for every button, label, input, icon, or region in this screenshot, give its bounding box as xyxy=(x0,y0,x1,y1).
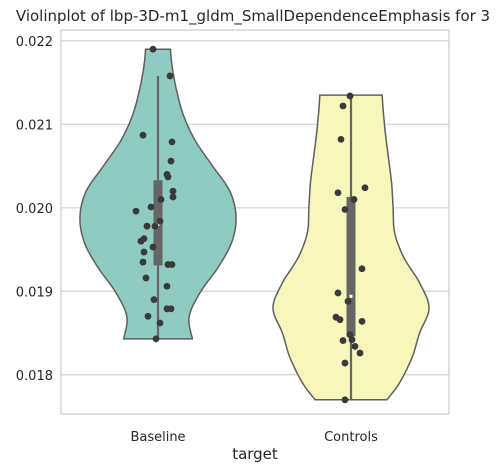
data-point xyxy=(150,296,158,304)
data-point xyxy=(168,138,176,146)
tick-layer: 0.018 0.019 0.020 0.021 0.022 Baseline Control… xyxy=(16,35,378,445)
data-point xyxy=(137,237,145,245)
data-point xyxy=(140,248,148,256)
violin-median-marker xyxy=(156,223,160,227)
data-point xyxy=(151,222,159,230)
y-tick-label: 0.019 xyxy=(16,285,53,300)
data-point xyxy=(156,217,164,225)
data-point xyxy=(144,312,152,320)
data-point xyxy=(334,189,342,197)
data-point xyxy=(336,316,344,324)
data-point xyxy=(169,187,177,195)
data-point xyxy=(139,131,147,139)
data-point xyxy=(341,206,349,213)
point-layer xyxy=(132,45,369,404)
data-point xyxy=(132,207,140,215)
violin-layer xyxy=(79,48,430,401)
data-point xyxy=(351,342,359,350)
data-point xyxy=(348,336,356,344)
data-point xyxy=(147,203,155,211)
y-tick-label: 0.022 xyxy=(16,35,53,50)
y-tick-label: 0.018 xyxy=(16,369,53,384)
x-axis-label: target xyxy=(232,445,278,463)
data-point xyxy=(149,243,157,251)
data-point xyxy=(350,196,358,203)
data-point xyxy=(164,173,172,181)
plot-frame xyxy=(60,29,450,415)
violin-iqr-box xyxy=(346,196,356,337)
data-point xyxy=(341,359,349,367)
data-point xyxy=(334,289,342,297)
data-point xyxy=(358,265,366,273)
data-point xyxy=(168,261,176,268)
x-tick-label: Controls xyxy=(324,430,378,445)
y-tick-label: 0.021 xyxy=(16,118,53,133)
data-point xyxy=(142,274,150,282)
data-point xyxy=(166,72,174,80)
data-point xyxy=(156,319,164,327)
data-point xyxy=(167,305,175,313)
data-point xyxy=(149,45,157,53)
data-point xyxy=(356,349,364,357)
data-point xyxy=(139,258,147,266)
data-point xyxy=(339,102,347,110)
y-tick-label: 0.020 xyxy=(16,202,53,217)
x-tick-label: Baseline xyxy=(130,430,185,445)
data-point xyxy=(361,184,369,192)
data-point xyxy=(152,335,160,343)
data-point xyxy=(358,317,366,325)
chart-title: Violinplot of lbp-3D-m1_gldm_SmallDepend… xyxy=(16,7,490,26)
data-point xyxy=(157,196,165,203)
data-point xyxy=(337,135,345,143)
data-point xyxy=(344,297,352,305)
data-point xyxy=(169,193,177,201)
data-point xyxy=(167,157,175,165)
data-point xyxy=(341,396,349,404)
data-point xyxy=(339,337,347,344)
data-point xyxy=(143,222,151,230)
data-point xyxy=(163,282,171,290)
data-point xyxy=(346,92,354,100)
violin-median-marker xyxy=(349,294,353,298)
